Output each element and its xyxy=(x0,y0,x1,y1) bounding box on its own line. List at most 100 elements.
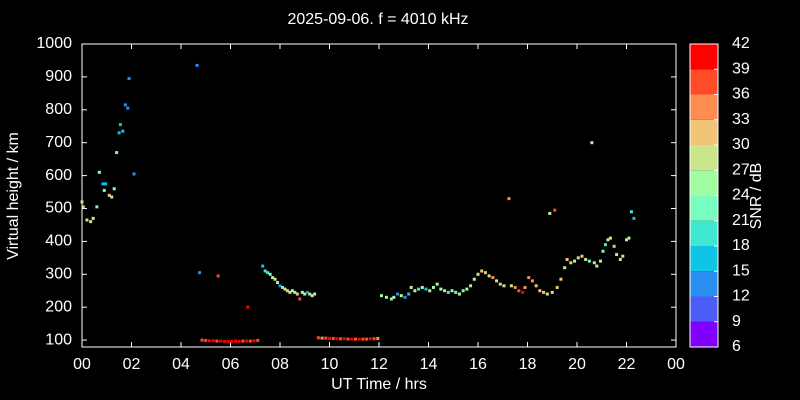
data-point xyxy=(625,238,628,242)
data-point xyxy=(513,285,517,289)
data-point xyxy=(132,172,136,176)
data-point xyxy=(590,141,594,145)
data-point xyxy=(457,292,461,296)
data-point xyxy=(89,220,93,224)
data-point xyxy=(555,285,559,289)
data-point xyxy=(198,271,202,275)
data-point xyxy=(117,131,121,135)
data-point xyxy=(576,256,580,260)
data-point xyxy=(507,197,511,201)
data-point xyxy=(126,106,130,110)
data-point xyxy=(316,336,320,340)
colorbar-tick-label: 24 xyxy=(732,187,750,204)
data-point xyxy=(407,292,411,296)
data-point xyxy=(420,285,424,289)
data-point xyxy=(112,187,116,191)
data-point xyxy=(102,188,106,192)
colorbar-tick-label: 36 xyxy=(732,86,750,103)
data-point xyxy=(461,289,465,293)
data-point xyxy=(565,257,569,261)
data-point xyxy=(603,243,607,247)
data-point xyxy=(608,236,612,240)
data-point xyxy=(509,284,513,288)
data-point xyxy=(439,287,443,291)
data-point xyxy=(320,336,324,340)
data-point xyxy=(413,289,417,293)
data-point xyxy=(237,339,241,343)
data-point xyxy=(595,264,599,268)
x-tick-label: 14 xyxy=(420,356,438,373)
data-point xyxy=(342,337,346,341)
colorbar-segment xyxy=(690,246,718,272)
data-point xyxy=(331,336,335,340)
data-point xyxy=(569,261,573,265)
data-point xyxy=(498,282,502,286)
data-point xyxy=(350,337,354,341)
data-point xyxy=(632,216,636,220)
data-point xyxy=(290,289,294,293)
data-point xyxy=(550,290,554,294)
data-point xyxy=(328,336,331,340)
colorbar-segment xyxy=(690,296,718,322)
data-point xyxy=(80,200,84,204)
data-point xyxy=(123,103,127,107)
data-point xyxy=(298,297,302,301)
data-point xyxy=(245,339,249,343)
data-point xyxy=(266,271,270,275)
data-point xyxy=(219,339,223,343)
data-point xyxy=(278,284,282,288)
data-point xyxy=(472,277,476,281)
chart-title: 2025-09-06. f = 4010 kHz xyxy=(287,11,468,28)
x-tick-label: 18 xyxy=(519,356,537,373)
data-point xyxy=(487,274,491,278)
data-point xyxy=(431,285,435,289)
data-point xyxy=(211,339,215,343)
data-point xyxy=(81,205,85,209)
data-point xyxy=(233,339,237,343)
colorbar-tick-label: 39 xyxy=(732,60,750,77)
data-point xyxy=(399,294,403,298)
data-point xyxy=(396,292,400,296)
data-point xyxy=(618,257,622,261)
colorbar-tick-label: 21 xyxy=(732,212,750,229)
data-point xyxy=(592,261,596,265)
data-point xyxy=(107,193,111,197)
data-point xyxy=(200,338,204,342)
y-axis-label: Virtual height / km xyxy=(5,132,22,260)
data-point xyxy=(435,282,439,286)
colorbar-segment xyxy=(690,94,718,120)
data-point xyxy=(545,292,549,296)
data-point xyxy=(293,290,297,294)
x-tick-label: 12 xyxy=(370,356,388,373)
colorbar-tick-label: 6 xyxy=(732,338,741,355)
data-point xyxy=(339,337,343,341)
data-point xyxy=(303,292,307,296)
colorbar-segment xyxy=(690,119,718,145)
data-point xyxy=(216,274,220,278)
data-point xyxy=(104,182,108,186)
data-point xyxy=(599,259,603,263)
colorbar-tick-label: 30 xyxy=(732,136,750,153)
data-point xyxy=(542,290,546,294)
y-tick-label: 400 xyxy=(45,233,72,250)
data-point xyxy=(346,337,350,341)
data-point xyxy=(403,295,407,299)
data-point xyxy=(261,264,265,268)
data-point xyxy=(491,276,495,280)
data-point xyxy=(523,285,527,289)
data-point xyxy=(256,338,260,342)
data-point xyxy=(417,287,421,291)
data-point xyxy=(101,182,105,186)
data-point xyxy=(324,336,328,340)
x-tick-label: 02 xyxy=(123,356,141,373)
data-point xyxy=(263,269,267,273)
data-point xyxy=(195,63,199,67)
y-tick-label: 800 xyxy=(45,101,72,118)
data-point xyxy=(283,287,287,291)
data-point xyxy=(376,336,380,340)
y-tick-label: 600 xyxy=(45,167,72,184)
x-tick-label: 10 xyxy=(321,356,339,373)
x-tick-label: 08 xyxy=(271,356,289,373)
